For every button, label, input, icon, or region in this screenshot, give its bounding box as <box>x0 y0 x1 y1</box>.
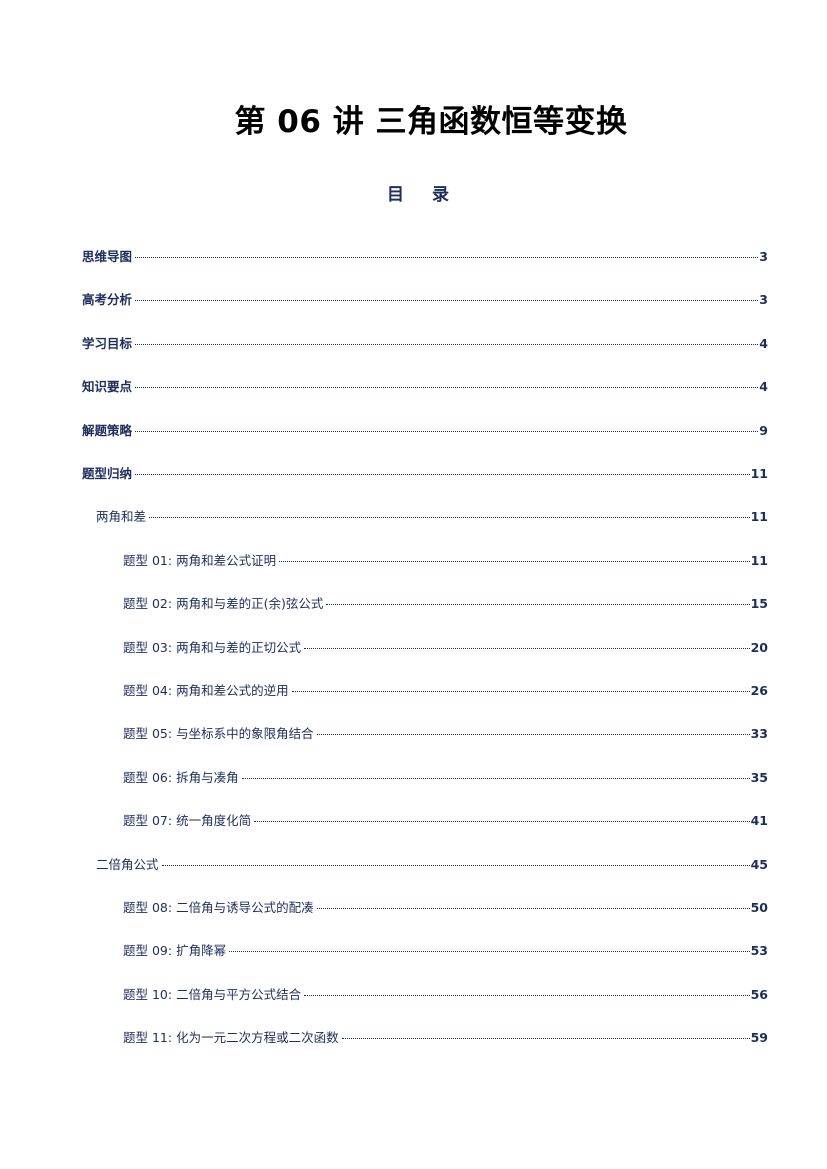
toc-entry-label: 知识要点 <box>82 379 133 395</box>
toc-entry-page: 4 <box>759 335 768 351</box>
toc-entry-page: 4 <box>759 379 768 395</box>
dot-leader <box>291 691 750 692</box>
toc-entry-label: 题型 09: 扩角降幂 <box>123 943 227 959</box>
toc-entry-page: 15 <box>750 596 768 612</box>
toc-entry-label: 题型归纳 <box>82 466 133 481</box>
toc-entry-label: 二倍角公式 <box>96 856 159 872</box>
toc-entry[interactable]: 解题策略 9 <box>82 420 768 440</box>
toc-entry[interactable]: 题型 02: 两角和与差的正(余)弦公式 15 <box>123 593 768 613</box>
toc-entry-page: 3 <box>759 249 768 264</box>
toc-entry-label: 题型 10: 二倍角与平方公式结合 <box>123 986 302 1002</box>
toc-entry-page: 45 <box>750 856 768 872</box>
toc-entry[interactable]: 题型 06: 拆角与凑角 35 <box>123 767 768 787</box>
dot-leader <box>316 734 750 736</box>
dot-leader <box>229 951 750 953</box>
toc-entry[interactable]: 题型 01: 两角和差公式证明 11 <box>123 550 768 570</box>
toc-entry[interactable]: 高考分析 3 <box>82 289 768 309</box>
dot-leader <box>161 864 750 866</box>
toc-entry-label: 题型 03: 两角和与差的正切公式 <box>123 639 302 655</box>
toc-entry-label: 学习目标 <box>82 335 133 351</box>
dot-leader <box>254 821 750 823</box>
toc-heading: 目 录 <box>387 185 449 205</box>
toc-entry-label: 题型 07: 统一角度化简 <box>123 813 252 829</box>
toc-entry-page: 41 <box>750 813 768 829</box>
toc-entry[interactable]: 两角和差 11 <box>96 506 768 526</box>
toc-entry-page: 59 <box>750 1030 768 1046</box>
toc-entry[interactable]: 题型 07: 统一角度化简 41 <box>123 810 768 830</box>
dot-leader <box>316 908 750 909</box>
toc-entry-label: 思维导图 <box>82 249 133 264</box>
toc-entry-page: 53 <box>750 943 768 959</box>
toc-entry-label: 题型 08: 二倍角与诱导公式的配凑 <box>123 900 314 915</box>
toc-entry[interactable]: 题型 09: 扩角降幂 53 <box>123 940 768 960</box>
toc-entry-label: 题型 04: 两角和差公式的逆用 <box>123 683 289 698</box>
dot-leader <box>135 430 759 432</box>
toc-entry-page: 9 <box>759 422 768 438</box>
dot-leader <box>341 1038 750 1040</box>
dot-leader <box>135 257 759 258</box>
toc-entry-page: 20 <box>750 639 768 655</box>
toc-entry[interactable]: 题型 05: 与坐标系中的象限角结合 33 <box>123 723 768 743</box>
dot-leader <box>241 777 750 779</box>
toc-entry[interactable]: 二倍角公式 45 <box>96 854 768 874</box>
toc-entry-label: 解题策略 <box>82 422 133 438</box>
toc-entry-page: 11 <box>750 466 768 481</box>
dot-leader <box>135 300 759 302</box>
toc-entry[interactable]: 学习目标 4 <box>82 333 768 353</box>
toc-entry-page: 11 <box>750 552 768 568</box>
toc-entry[interactable]: 题型 10: 二倍角与平方公式结合 56 <box>123 984 768 1004</box>
dot-leader <box>135 387 759 389</box>
toc-entry-label: 题型 02: 两角和与差的正(余)弦公式 <box>123 596 324 612</box>
dot-leader <box>304 647 750 649</box>
toc-entry[interactable]: 题型 11: 化为一元二次方程或二次函数 59 <box>123 1027 768 1047</box>
toc-entry-page: 50 <box>750 900 768 915</box>
toc-entry[interactable]: 思维导图 3 <box>82 246 768 266</box>
toc-entry-page: 56 <box>750 986 768 1002</box>
toc-entry-page: 26 <box>750 683 768 698</box>
toc-entry-label: 两角和差 <box>96 509 147 525</box>
toc-entry-label: 题型 01: 两角和差公式证明 <box>123 552 277 568</box>
dot-leader <box>326 604 750 606</box>
toc-entry-page: 35 <box>750 769 768 785</box>
toc-entry-label: 题型 05: 与坐标系中的象限角结合 <box>123 726 314 742</box>
document-title: 第 06 讲 三角函数恒等变换 <box>234 104 628 140</box>
toc-entry-page: 11 <box>750 509 768 525</box>
toc-entry[interactable]: 题型 04: 两角和差公式的逆用 26 <box>123 680 768 700</box>
dot-leader <box>279 560 750 562</box>
dot-leader <box>135 474 750 475</box>
dot-leader <box>304 994 750 996</box>
toc-entry-page: 3 <box>759 292 768 308</box>
toc-entry-label: 题型 11: 化为一元二次方程或二次函数 <box>123 1030 339 1046</box>
toc-entry[interactable]: 题型 08: 二倍角与诱导公式的配凑 50 <box>123 897 768 917</box>
toc-entry-label: 高考分析 <box>82 292 133 308</box>
dot-leader <box>149 517 750 519</box>
toc-entry-page: 33 <box>750 726 768 742</box>
toc-entry[interactable]: 题型归纳 11 <box>82 463 768 483</box>
toc-entry[interactable]: 知识要点 4 <box>82 376 768 396</box>
dot-leader <box>135 343 759 345</box>
toc-entry[interactable]: 题型 03: 两角和与差的正切公式 20 <box>123 637 768 657</box>
toc-entry-label: 题型 06: 拆角与凑角 <box>123 769 239 785</box>
